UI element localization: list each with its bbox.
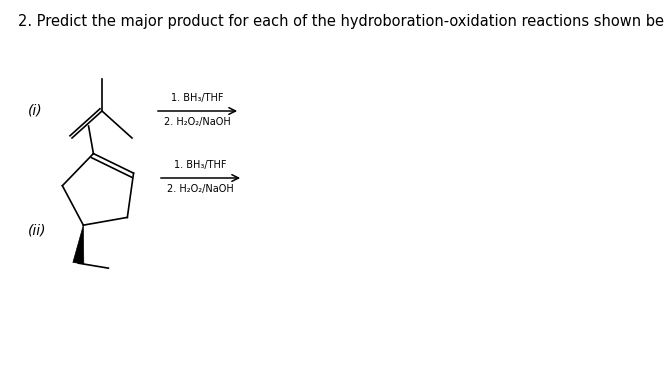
Text: 2. H₂O₂/NaOH: 2. H₂O₂/NaOH — [167, 184, 234, 194]
Text: 2. H₂O₂/NaOH: 2. H₂O₂/NaOH — [164, 117, 231, 127]
Text: (i): (i) — [28, 104, 43, 118]
Text: (ii): (ii) — [28, 224, 47, 238]
Text: 2. Predict the major product for each of the hydroboration-oxidation reactions s: 2. Predict the major product for each of… — [18, 14, 665, 29]
Text: 1. BH₃/THF: 1. BH₃/THF — [174, 160, 227, 170]
Text: 1. BH₃/THF: 1. BH₃/THF — [172, 93, 223, 103]
Polygon shape — [73, 225, 84, 264]
